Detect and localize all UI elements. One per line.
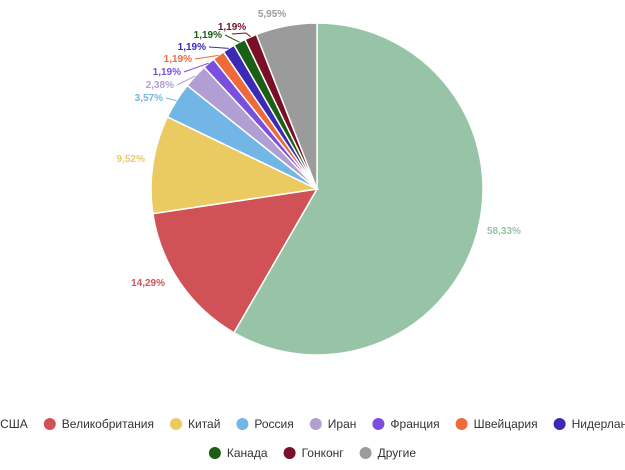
legend-swatch — [455, 418, 468, 430]
label-leader-9 — [224, 34, 240, 43]
legend-label: Великобритания — [62, 417, 154, 431]
legend-label: Швейцария — [474, 417, 538, 431]
legend-swatch — [372, 418, 385, 430]
legend-swatch — [208, 447, 221, 459]
legend-swatch — [43, 418, 56, 430]
legend-item-9[interactable]: Канада — [208, 446, 268, 460]
legend-item-6[interactable]: Франция — [372, 417, 440, 431]
legend-item-11[interactable]: Другие — [359, 446, 417, 460]
data-labels: 58,33%14,29%9,52%3,57%2,38%1,19%1,19%1,1… — [117, 9, 521, 289]
legend-label: Россия — [254, 417, 293, 431]
data-label-2: 14,29% — [131, 278, 165, 289]
label-leader-10 — [231, 32, 251, 38]
legend-label: Канада — [227, 446, 268, 460]
legend-item-10[interactable]: Гонконг — [283, 446, 345, 460]
pie-slice-11 — [255, 22, 318, 190]
legend: США Великобритания Китай Россия Иран Франция Ш… — [0, 417, 625, 460]
data-label-9: 1,19% — [194, 30, 222, 41]
label-leader-7 — [194, 54, 219, 60]
label-leader-8 — [208, 46, 229, 49]
data-label-1: 58,33% — [487, 226, 521, 237]
label-leaders — [165, 32, 251, 102]
legend-item-1[interactable]: США — [0, 417, 28, 431]
data-label-6: 1,19% — [153, 67, 181, 78]
legend-label: Гонконг — [302, 446, 345, 460]
legend-label: Нидерланды — [572, 417, 625, 431]
legend-swatch — [170, 418, 182, 430]
pie-slice-1 — [232, 22, 484, 356]
legend-item-8[interactable]: Нидерланды — [553, 417, 625, 431]
legend-swatch — [283, 447, 296, 459]
legend-item-5[interactable]: Иран — [309, 417, 357, 431]
legend-label: США — [0, 417, 28, 431]
legend-item-7[interactable]: Швейцария — [455, 417, 538, 431]
legend-swatch — [359, 447, 372, 459]
data-label-7: 1,19% — [164, 54, 192, 65]
pie-slice-3 — [150, 115, 320, 215]
legend-label: Китай — [188, 417, 220, 431]
pie-slice-2 — [151, 188, 319, 334]
data-label-8: 1,19% — [178, 42, 206, 53]
legend-item-3[interactable]: Китай — [170, 417, 220, 431]
legend-item-4[interactable]: Россия — [236, 417, 294, 431]
legend-swatch — [236, 418, 249, 430]
data-label-10: 1,19% — [218, 22, 246, 33]
legend-swatch — [553, 418, 566, 430]
data-label-3: 9,52% — [117, 154, 145, 165]
label-leader-5 — [176, 75, 196, 86]
label-leader-6 — [183, 62, 209, 73]
legend-swatch — [309, 418, 322, 430]
data-label-4: 3,57% — [135, 93, 163, 104]
data-label-11: 5,95% — [258, 9, 286, 20]
pie-slices — [150, 22, 484, 356]
legend-label: Франция — [390, 417, 439, 431]
data-label-5: 2,38% — [146, 80, 174, 91]
legend-item-2[interactable]: Великобритания — [43, 417, 154, 431]
legend-label: Иран — [328, 417, 357, 431]
label-leader-4 — [165, 97, 177, 102]
legend-label: Другие — [378, 446, 417, 460]
